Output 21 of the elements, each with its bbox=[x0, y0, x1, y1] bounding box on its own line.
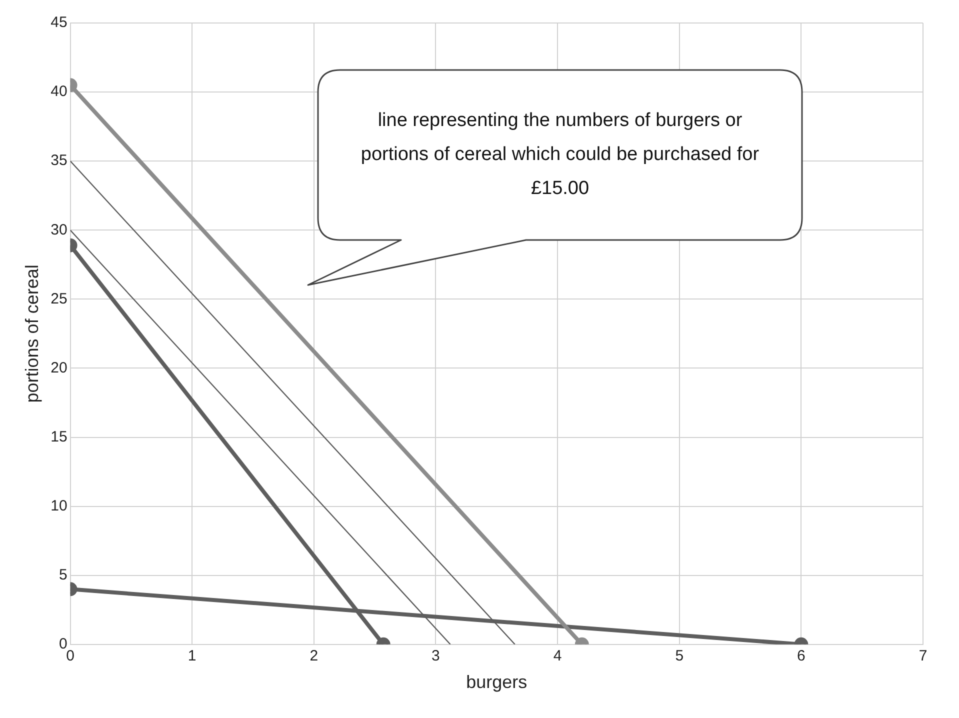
x-tick-label: 1 bbox=[188, 648, 196, 665]
y-tick-label: 35 bbox=[50, 152, 68, 170]
y-tick-label: 0 bbox=[58, 636, 68, 653]
x-axis-title: burgers bbox=[466, 672, 528, 692]
y-tick-label: 30 bbox=[50, 221, 68, 238]
x-tick-label: 6 bbox=[797, 648, 806, 665]
speech-bubble: line representing the numbers of burgers or portions of cereal which could be purchased for £15.00 bbox=[306, 68, 806, 288]
y-tick-label: 5 bbox=[58, 566, 68, 584]
y-tick-label: 15 bbox=[50, 428, 68, 446]
x-tick-label: 7 bbox=[918, 648, 928, 665]
x-tick-label: 4 bbox=[553, 648, 562, 665]
y-tick-label: 45 bbox=[50, 14, 68, 32]
x-tick-label: 5 bbox=[675, 648, 684, 665]
y-tick-label: 20 bbox=[50, 359, 68, 376]
y-axis-title: portions of cereal bbox=[22, 264, 42, 403]
annotation: line representing the numbers of burgers or portions of cereal which could be purchased for £15.00 bbox=[360, 109, 760, 201]
x-tick-label: 3 bbox=[432, 648, 440, 665]
y-tick-label: 10 bbox=[50, 497, 68, 514]
x-tick-label: 2 bbox=[310, 648, 318, 665]
y-tick-label: 25 bbox=[50, 290, 68, 308]
y-tick-label: 40 bbox=[50, 83, 68, 100]
